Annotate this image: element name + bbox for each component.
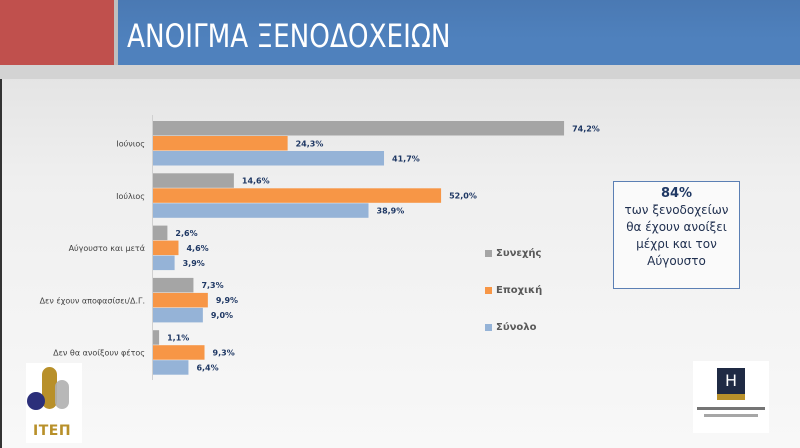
legend-swatch-seasonal xyxy=(485,287,492,294)
bar-2-0 xyxy=(153,225,168,241)
data-label: 41,7% xyxy=(392,154,420,163)
data-label: 14,6% xyxy=(242,177,270,186)
data-label: 1,1% xyxy=(167,333,189,342)
itep-logo-mark xyxy=(27,367,69,410)
data-label: 4,6% xyxy=(186,244,208,253)
header-accent-block xyxy=(0,0,114,65)
itep-logo xyxy=(26,363,82,443)
legend-item-seasonal: Εποχική xyxy=(485,285,542,296)
bar-4-0 xyxy=(153,330,160,345)
bar-3-0 xyxy=(153,277,194,293)
header-shadow xyxy=(0,65,800,79)
data-label: 9,3% xyxy=(213,348,235,357)
bar-1-2 xyxy=(153,203,369,218)
category-label: Ιούνιος xyxy=(116,139,145,149)
category-label: Δεν θα ανοίξουν φέτος xyxy=(53,348,145,358)
data-label: 3,9% xyxy=(183,259,205,268)
data-label: 52,0% xyxy=(449,192,477,201)
bar-3-1 xyxy=(153,292,208,308)
callout-box: 84% των ξενοδοχείων θα έχουν ανοίξει μέχ… xyxy=(613,181,740,289)
legend-label: Εποχική xyxy=(496,285,543,296)
legend-label: Συνεχής xyxy=(496,248,542,259)
chamber-logo-mark: H xyxy=(717,368,745,394)
data-label: 9,0% xyxy=(211,311,233,320)
bar-0-0 xyxy=(153,121,565,136)
callout-text: των ξενοδοχείων θα έχουν ανοίξει μέχρι κ… xyxy=(624,203,729,268)
bar-3-2 xyxy=(153,307,203,323)
header-bar xyxy=(118,0,800,65)
callout-highlight: 84% xyxy=(660,186,693,201)
chamber-logo-text-line xyxy=(704,414,758,417)
legend-label: Σύνολο xyxy=(496,322,537,333)
data-label: 9,9% xyxy=(216,296,238,305)
bar-2-2 xyxy=(153,255,175,271)
data-label: 2,6% xyxy=(175,229,197,238)
category-label: Αύγουστο και μετά xyxy=(69,243,145,253)
legend-swatch-continuous xyxy=(485,250,492,257)
header-divider xyxy=(114,0,118,65)
legend-item-continuous: Συνεχής xyxy=(485,248,541,259)
bar-0-1 xyxy=(153,136,288,151)
itep-logo-text: ΙΤΕΠ xyxy=(33,423,72,439)
bar-0-2 xyxy=(153,151,385,166)
category-label: Ιούλιος xyxy=(116,191,145,201)
bar-4-2 xyxy=(153,360,189,375)
left-edge xyxy=(0,79,2,448)
bar-1-0 xyxy=(153,173,234,188)
data-label: 7,3% xyxy=(201,281,223,290)
chamber-logo-text-line xyxy=(697,407,765,410)
bar-1-1 xyxy=(153,188,442,203)
data-label: 24,3% xyxy=(296,139,324,148)
data-label: 6,4% xyxy=(196,363,218,372)
category-label: Δεν έχουν αποφασίσει/Δ.Γ. xyxy=(40,295,145,305)
data-label: 38,9% xyxy=(377,207,405,216)
chamber-logo-bar xyxy=(717,394,745,400)
bar-2-1 xyxy=(153,240,179,256)
legend-item-total: Σύνολο xyxy=(485,322,536,333)
page-title: ΑΝΟΙΓΜΑ ΞΕΝΟΔΟΧΕΙΩΝ xyxy=(127,17,451,55)
bar-4-1 xyxy=(153,345,205,360)
data-label: 74,2% xyxy=(572,124,600,133)
legend-swatch-total xyxy=(485,324,492,331)
